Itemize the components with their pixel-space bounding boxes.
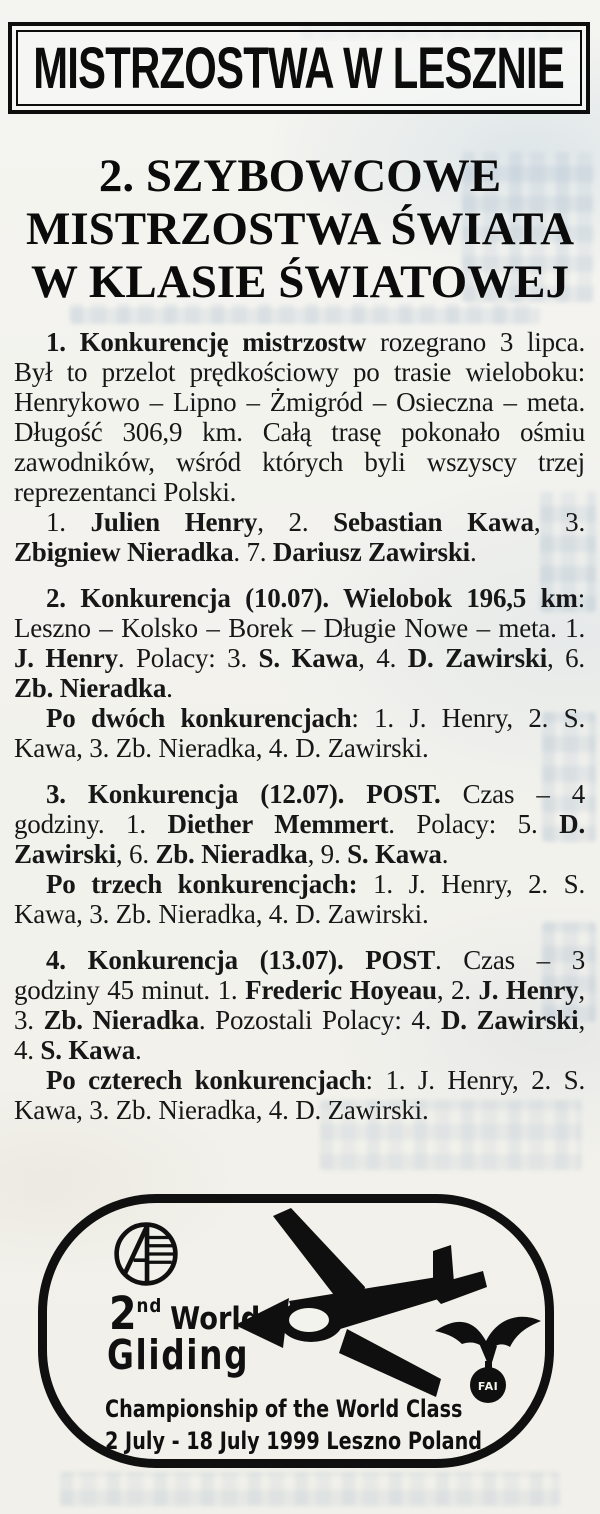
article-paragraph: Po czterech konkurencjach: 1. J. Henry, … — [14, 1065, 586, 1125]
stamp-line-2nd-world: 2nd World — [109, 1287, 260, 1340]
article-paragraph: 2. Konkurencja (10.07). Wielobok 196,5 k… — [14, 583, 585, 703]
stamp-subtitle: Championship of the World Class — [105, 1395, 463, 1423]
stamp-world-label: World — [170, 1301, 261, 1337]
aeroclub-logo-icon — [114, 1222, 178, 1286]
article-paragraph: 3. Konkurencja (12.07). POST. Czas – 4 g… — [14, 779, 585, 869]
stamp-ordinal-suffix: nd — [136, 1295, 163, 1317]
fai-eagle-icon: FAI — [435, 1316, 541, 1403]
bleed-through-artifact — [60, 1472, 560, 1506]
glider-icon — [235, 1208, 487, 1397]
article-paragraph: 4. Konkurencja (13.07). POST. Czas – 3 g… — [14, 945, 585, 1065]
article-title: 2. SZYBOWCOWE MISTRZOSTWA ŚWIATA W KLASI… — [0, 150, 600, 309]
article-paragraph: Po trzech konkurencjach: 1. J. Henry, 2.… — [14, 869, 585, 929]
article-title-line: MISTRZOSTWA ŚWIATA — [25, 203, 575, 255]
stamp-gliding-label: Gliding — [107, 1331, 250, 1379]
masthead-box: MISTRZOSTWA W LESZNIE — [8, 22, 590, 114]
article-title-line: 2. SZYBOWCOWE — [98, 150, 502, 202]
article-paragraph: 1. Julien Henry, 2. Sebastian Kawa, 3. Z… — [14, 507, 586, 567]
championship-stamp: 2nd World Gliding Championship of the Wor… — [38, 1194, 554, 1468]
scanned-newspaper-clipping: { "page": { "paper_color": "#f3f3ee", "i… — [0, 22, 600, 1514]
masthead-title: MISTRZOSTWA W LESZNIE — [33, 35, 566, 101]
article-paragraph: Po dwóch konkurencjach: 1. J. Henry, 2. … — [14, 703, 585, 763]
stamp-dates: 2 July - 18 July 1999 Leszno Poland — [105, 1427, 483, 1455]
article-title-line: W KLASIE ŚWIATOWEJ — [30, 256, 570, 308]
fai-badge-label: FAI — [478, 1380, 498, 1393]
article-paragraph: 1. Konkurencję mistrzostw rozegrano 3 li… — [14, 327, 585, 507]
article-body: 1. Konkurencję mistrzostw rozegrano 3 li… — [14, 327, 585, 1125]
stamp-ordinal: 2 — [109, 1287, 137, 1340]
masthead-inner-rule: MISTRZOSTWA W LESZNIE — [16, 30, 582, 106]
